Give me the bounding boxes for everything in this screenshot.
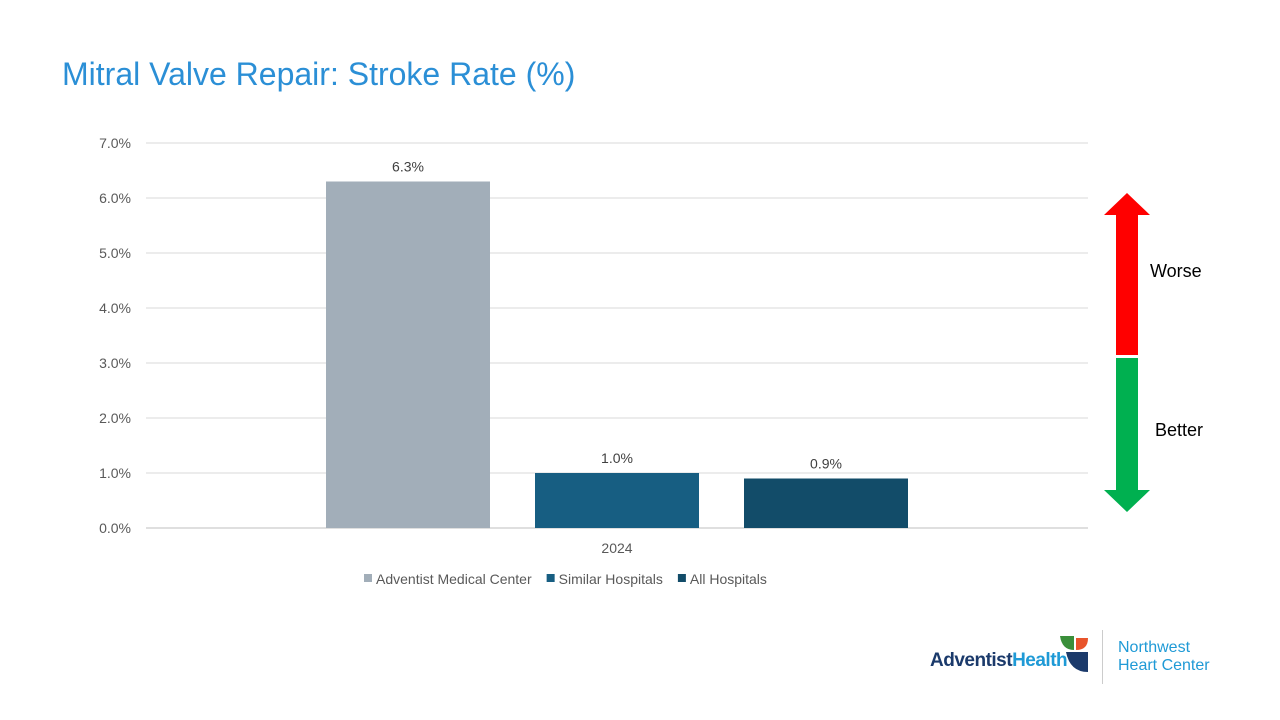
worse-label: Worse bbox=[1150, 261, 1202, 281]
bar bbox=[535, 473, 699, 528]
legend-label: All Hospitals bbox=[690, 571, 767, 587]
y-tick-label: 1.0% bbox=[99, 465, 131, 481]
y-tick-label: 2.0% bbox=[99, 410, 131, 426]
legend-swatch bbox=[677, 574, 686, 582]
logo-sub1: Northwest bbox=[1118, 639, 1191, 656]
better-label: Better bbox=[1155, 420, 1204, 440]
logo-sub2: Heart Center bbox=[1118, 657, 1210, 674]
bar bbox=[744, 478, 908, 528]
y-tick-label: 3.0% bbox=[99, 355, 131, 371]
y-tick-label: 5.0% bbox=[99, 245, 131, 261]
logo-divider bbox=[1102, 630, 1103, 684]
y-tick-label: 6.0% bbox=[99, 190, 131, 206]
data-label: 0.9% bbox=[810, 456, 842, 472]
y-tick-label: 0.0% bbox=[99, 520, 131, 536]
legend-label: Adventist Medical Center bbox=[376, 571, 532, 587]
legend-label: Similar Hospitals bbox=[559, 571, 663, 587]
bar bbox=[326, 181, 490, 528]
logo-brand-a: Adventist bbox=[930, 650, 1013, 671]
logo-brand-b: Health bbox=[1012, 650, 1068, 671]
data-label: 1.0% bbox=[601, 450, 633, 466]
data-label: 6.3% bbox=[392, 159, 424, 175]
chart-title: Mitral Valve Repair: Stroke Rate (%) bbox=[62, 56, 576, 92]
adventist-health-logo: AdventistHealth Northwest Heart Center bbox=[930, 630, 1220, 686]
x-tick-label: 2024 bbox=[601, 540, 632, 556]
legend-swatch bbox=[546, 574, 555, 582]
legend-swatch bbox=[364, 574, 372, 582]
y-tick-label: 7.0% bbox=[99, 135, 131, 151]
y-tick-label: 4.0% bbox=[99, 300, 131, 316]
leaf-icon bbox=[1060, 636, 1088, 672]
